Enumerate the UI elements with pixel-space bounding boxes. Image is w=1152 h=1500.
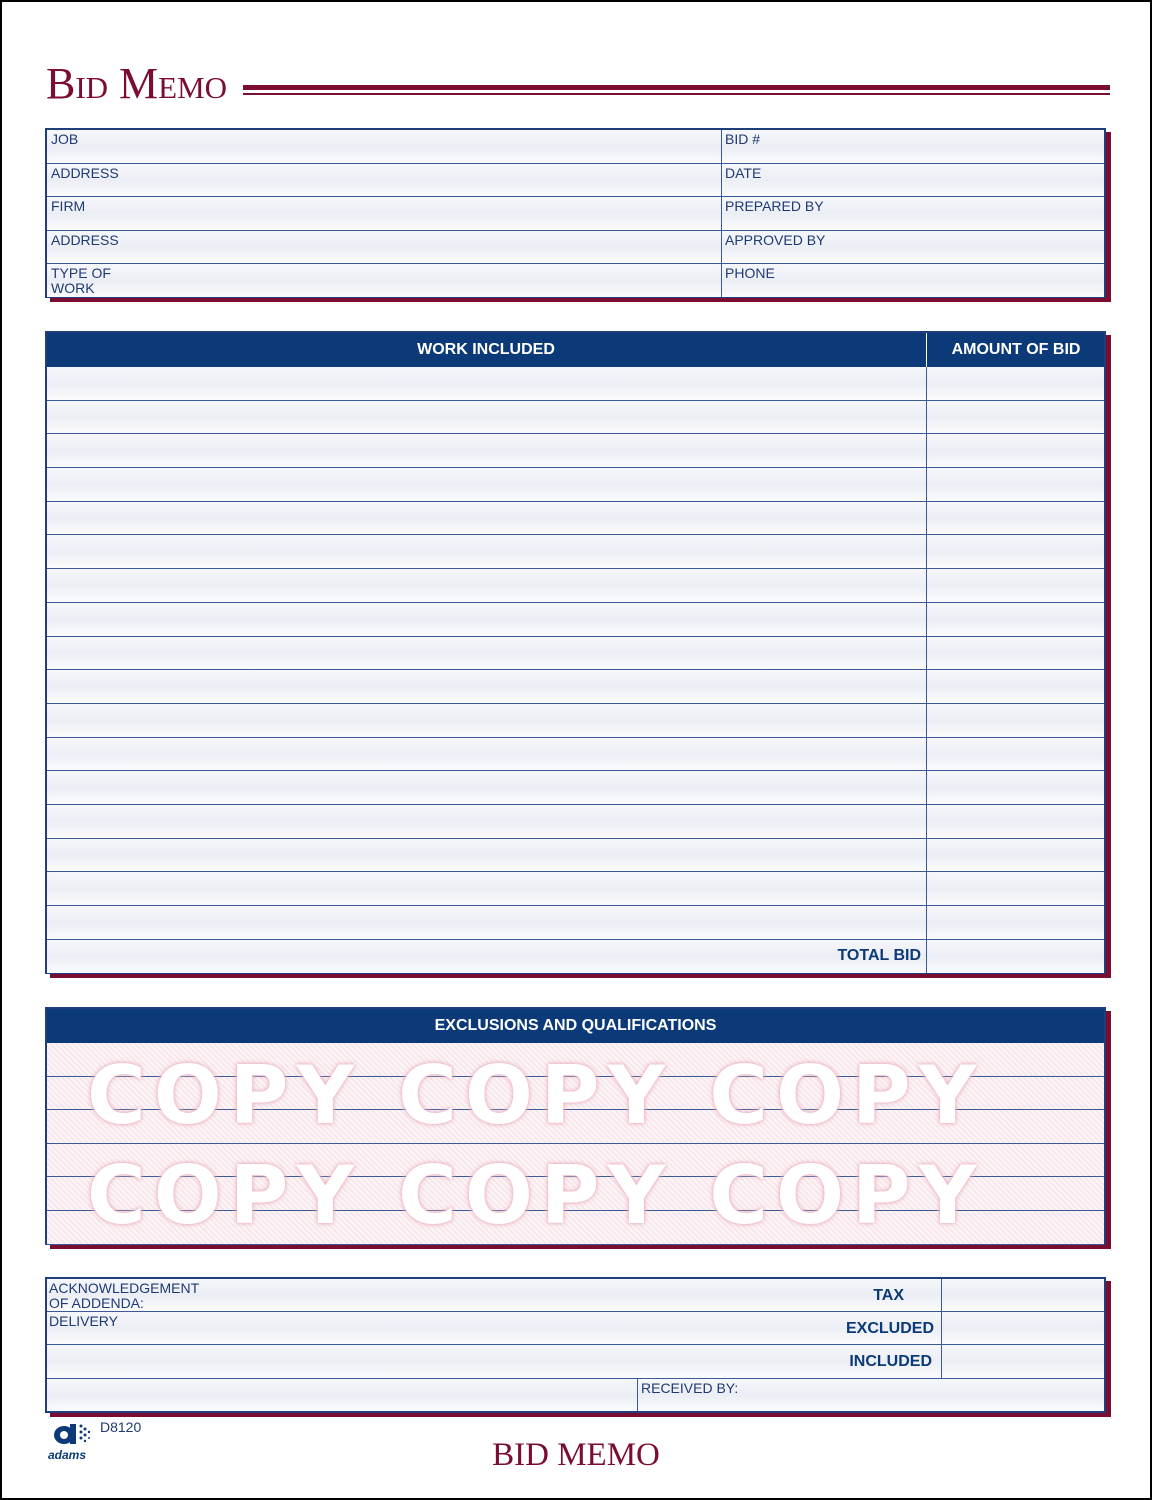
work-row[interactable] (47, 838, 1104, 873)
included-row[interactable]: INCLUDED (47, 1345, 1104, 1379)
divider (926, 602, 927, 636)
divider (941, 1312, 942, 1344)
brand-text: adams (48, 1448, 87, 1462)
exclusion-row[interactable] (47, 1143, 1104, 1178)
work-row[interactable] (47, 636, 1104, 671)
included-label: INCLUDED (849, 1353, 932, 1370)
amount-header: AMOUNT OF BID (951, 341, 1081, 358)
page-title: Bid Memo (46, 59, 228, 108)
work-row[interactable] (47, 535, 1104, 570)
adams-logo: adams (48, 1420, 98, 1464)
job-info-row[interactable]: ADDRESS APPROVED BY (47, 230, 1104, 264)
exclusion-row[interactable] (47, 1177, 1104, 1211)
work-table-header: WORK INCLUDED AMOUNT OF BID (47, 333, 1104, 367)
delivery-label: DELIVERY (49, 1313, 118, 1329)
exclusions-table: EXCLUSIONS AND QUALIFICATIONS COPY COPY … (45, 1007, 1106, 1245)
work-row[interactable] (47, 602, 1104, 637)
divider (941, 1279, 942, 1311)
divider (926, 906, 927, 939)
work-included-table: WORK INCLUDED AMOUNT OF BID TOTAL BID (45, 331, 1106, 974)
divider (926, 703, 927, 737)
divider (721, 130, 722, 163)
form-number: D8120 (100, 1419, 142, 1435)
field-label: ADDRESS (51, 164, 119, 181)
divider (721, 230, 722, 263)
divider (926, 838, 927, 872)
divider (926, 804, 927, 838)
field-label: ADDRESS (51, 231, 119, 248)
divider (926, 872, 927, 905)
excluded-label: EXCLUDED (845, 1320, 934, 1337)
work-included-header: WORK INCLUDED (417, 341, 555, 358)
tax-label: TAX (873, 1287, 904, 1304)
divider (926, 670, 927, 703)
work-row[interactable] (47, 367, 1104, 401)
footer-title: BID MEMO (492, 1437, 660, 1473)
field-label: PREPARED BY (725, 198, 824, 214)
received-row[interactable]: RECEIVED BY: (47, 1379, 1104, 1411)
divider (926, 636, 927, 670)
divider (926, 569, 927, 602)
work-row[interactable] (47, 468, 1104, 502)
divider (926, 367, 927, 400)
ack-row[interactable]: ACKNOWLEDGEMENT OF ADDENDA: TAX (47, 1279, 1104, 1312)
divider (926, 434, 927, 468)
divider (637, 1379, 638, 1411)
work-row[interactable] (47, 703, 1104, 738)
title-rule-thin (243, 93, 1110, 95)
total-bid-row[interactable]: TOTAL BID (47, 939, 1104, 974)
field-label: FIRM (51, 198, 86, 214)
work-row[interactable] (47, 771, 1104, 805)
divider (941, 1345, 942, 1378)
work-row[interactable] (47, 569, 1104, 603)
title-rule (243, 85, 1110, 90)
header-divider (926, 333, 927, 367)
divider (721, 264, 722, 297)
total-bid-label: TOTAL BID (837, 946, 921, 964)
exclusions-header: EXCLUSIONS AND QUALIFICATIONS (47, 1009, 1104, 1043)
exclusion-row[interactable] (47, 1110, 1104, 1144)
exclusion-row[interactable] (47, 1210, 1104, 1245)
work-row[interactable] (47, 670, 1104, 704)
divider (926, 400, 927, 434)
work-row[interactable] (47, 434, 1104, 469)
field-label: APPROVED BY (725, 231, 826, 248)
exclusion-row[interactable] (47, 1076, 1104, 1111)
adams-logo-mark-icon (54, 1424, 91, 1444)
divider (721, 163, 722, 196)
field-label: DATE (725, 164, 762, 181)
delivery-row[interactable]: DELIVERY EXCLUDED (47, 1312, 1104, 1345)
divider (721, 197, 722, 230)
work-row[interactable] (47, 501, 1104, 536)
divider (926, 771, 927, 804)
field-label: TYPE OF WORK (51, 265, 111, 296)
field-label: PHONE (725, 265, 775, 281)
divider (926, 737, 927, 771)
divider (926, 468, 927, 501)
divider (926, 501, 927, 535)
bottom-table: ACKNOWLEDGEMENT OF ADDENDA: TAX DELIVERY… (45, 1277, 1106, 1413)
divider (926, 535, 927, 569)
ack-label: ACKNOWLEDGEMENT OF ADDENDA: (49, 1280, 200, 1311)
received-by-label: RECEIVED BY: (641, 1380, 739, 1396)
work-row[interactable] (47, 804, 1104, 839)
job-info-row[interactable]: TYPE OF WORK PHONE (47, 264, 1104, 297)
divider (926, 939, 927, 974)
work-row[interactable] (47, 400, 1104, 435)
job-info-row[interactable]: FIRM PREPARED BY (47, 197, 1104, 231)
field-label: BID # (725, 131, 761, 147)
work-row[interactable] (47, 737, 1104, 772)
job-info-table: JOB BID # ADDRESS DATE FIRM PREPARED BY ADD… (45, 128, 1106, 298)
work-row[interactable] (47, 872, 1104, 906)
job-info-row[interactable]: JOB BID # (47, 130, 1104, 164)
work-row[interactable] (47, 906, 1104, 940)
exclusion-row[interactable] (47, 1043, 1104, 1077)
exclusions-title: EXCLUSIONS AND QUALIFICATIONS (434, 1017, 717, 1034)
field-label: JOB (51, 131, 79, 147)
job-info-row[interactable]: ADDRESS DATE (47, 163, 1104, 197)
